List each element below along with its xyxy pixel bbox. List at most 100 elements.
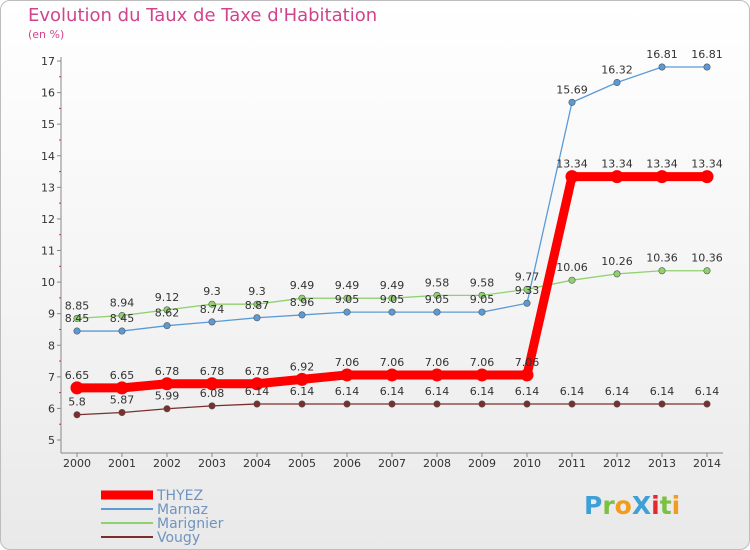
data-point <box>478 291 486 299</box>
series-marnaz <box>73 63 711 335</box>
data-label: 9.33 <box>515 284 540 297</box>
x-tick-label: 2013 <box>648 457 676 470</box>
data-point <box>658 63 666 71</box>
y-tick-label: 17 <box>41 55 55 68</box>
data-label: 8.96 <box>290 296 315 309</box>
data-point <box>520 368 534 382</box>
data-point <box>565 170 579 184</box>
data-point <box>613 400 621 408</box>
y-tick-label: 12 <box>41 213 55 226</box>
legend-label: Vougy <box>157 530 200 546</box>
x-tick-label: 2007 <box>378 457 406 470</box>
data-label: 8.45 <box>110 312 135 325</box>
y-tick-label: 10 <box>41 276 55 289</box>
data-label: 9.05 <box>425 293 450 306</box>
x-tick-label: 2003 <box>198 457 226 470</box>
data-label: 16.32 <box>601 63 633 76</box>
data-point <box>343 308 351 316</box>
data-label: 6.14 <box>380 385 405 398</box>
data-point <box>478 308 486 316</box>
data-point <box>388 400 396 408</box>
data-label: 13.34 <box>646 158 678 171</box>
y-tick-label: 9 <box>48 308 55 321</box>
data-label: 7.06 <box>380 356 405 369</box>
data-label: 9.12 <box>155 291 180 304</box>
data-label: 13.34 <box>601 158 633 171</box>
data-label: 6.14 <box>335 385 360 398</box>
data-point <box>523 299 531 307</box>
data-point <box>208 300 216 308</box>
data-point <box>205 377 219 391</box>
data-label: 16.81 <box>691 48 723 61</box>
data-point <box>385 368 399 382</box>
data-point <box>613 78 621 86</box>
chart-unit: (en %) <box>28 28 65 41</box>
data-point <box>253 300 261 308</box>
series-thyez <box>70 170 714 395</box>
data-label: 8.62 <box>155 307 180 320</box>
data-label: 9.05 <box>380 293 405 306</box>
data-label: 9.49 <box>380 279 405 292</box>
data-point <box>298 400 306 408</box>
y-tick-label: 7 <box>48 371 55 384</box>
logo-letter: P <box>584 491 603 520</box>
data-point <box>388 294 396 302</box>
data-point <box>658 267 666 275</box>
data-point <box>568 98 576 106</box>
y-tick-label: 16 <box>41 87 55 100</box>
y-tick-label: 6 <box>48 402 55 415</box>
logo-letter: t <box>659 491 672 520</box>
data-label: 6.14 <box>695 385 720 398</box>
data-label: 5.8 <box>68 396 86 409</box>
data-point <box>163 306 171 314</box>
data-label: 10.26 <box>601 255 633 268</box>
data-label: 9.49 <box>290 279 315 292</box>
data-label: 6.14 <box>650 385 675 398</box>
proxiti-logo: ProXiti <box>584 491 680 520</box>
chart-title: Evolution du Taux de Taxe d'Habitation <box>28 5 378 26</box>
data-point <box>343 294 351 302</box>
data-label: 7.06 <box>425 356 450 369</box>
series-marignier <box>73 267 711 322</box>
logo-letter: X <box>631 491 652 520</box>
data-point <box>163 322 171 330</box>
data-point <box>433 308 441 316</box>
data-label: 9.3 <box>203 285 221 298</box>
x-tick-label: 2010 <box>513 457 541 470</box>
data-label: 13.34 <box>691 158 723 171</box>
data-label: 6.78 <box>155 365 180 378</box>
data-label: 6.65 <box>65 369 90 382</box>
data-label: 10.36 <box>691 252 723 265</box>
data-label: 9.49 <box>335 279 360 292</box>
data-label: 13.34 <box>556 158 588 171</box>
data-point <box>250 377 264 391</box>
data-label: 9.77 <box>515 270 540 283</box>
y-tick-label: 5 <box>48 434 55 447</box>
data-label: 15.69 <box>556 83 588 96</box>
x-tick-label: 2005 <box>288 457 316 470</box>
data-label: 6.14 <box>605 385 630 398</box>
x-tick-label: 2008 <box>423 457 451 470</box>
data-point <box>523 400 531 408</box>
data-label: 8.45 <box>65 312 90 325</box>
data-label: 9.58 <box>470 276 495 289</box>
x-tick-label: 2011 <box>558 457 586 470</box>
data-label: 6.65 <box>110 369 135 382</box>
data-point <box>700 170 714 184</box>
x-tick-label: 2000 <box>63 457 91 470</box>
data-label: 8.87 <box>245 299 270 312</box>
x-tick-label: 2001 <box>108 457 136 470</box>
data-point <box>73 314 81 322</box>
data-point <box>70 381 84 395</box>
data-point <box>655 170 669 184</box>
logo-letter: r <box>602 491 615 520</box>
data-point <box>115 381 129 395</box>
x-tick-label: 2009 <box>468 457 496 470</box>
data-point <box>118 312 126 320</box>
data-label: 6.14 <box>425 385 450 398</box>
x-tick-label: 2004 <box>243 457 271 470</box>
legend-label: Marignier <box>157 516 224 532</box>
data-point <box>298 294 306 302</box>
logo-letter: i <box>651 491 660 520</box>
